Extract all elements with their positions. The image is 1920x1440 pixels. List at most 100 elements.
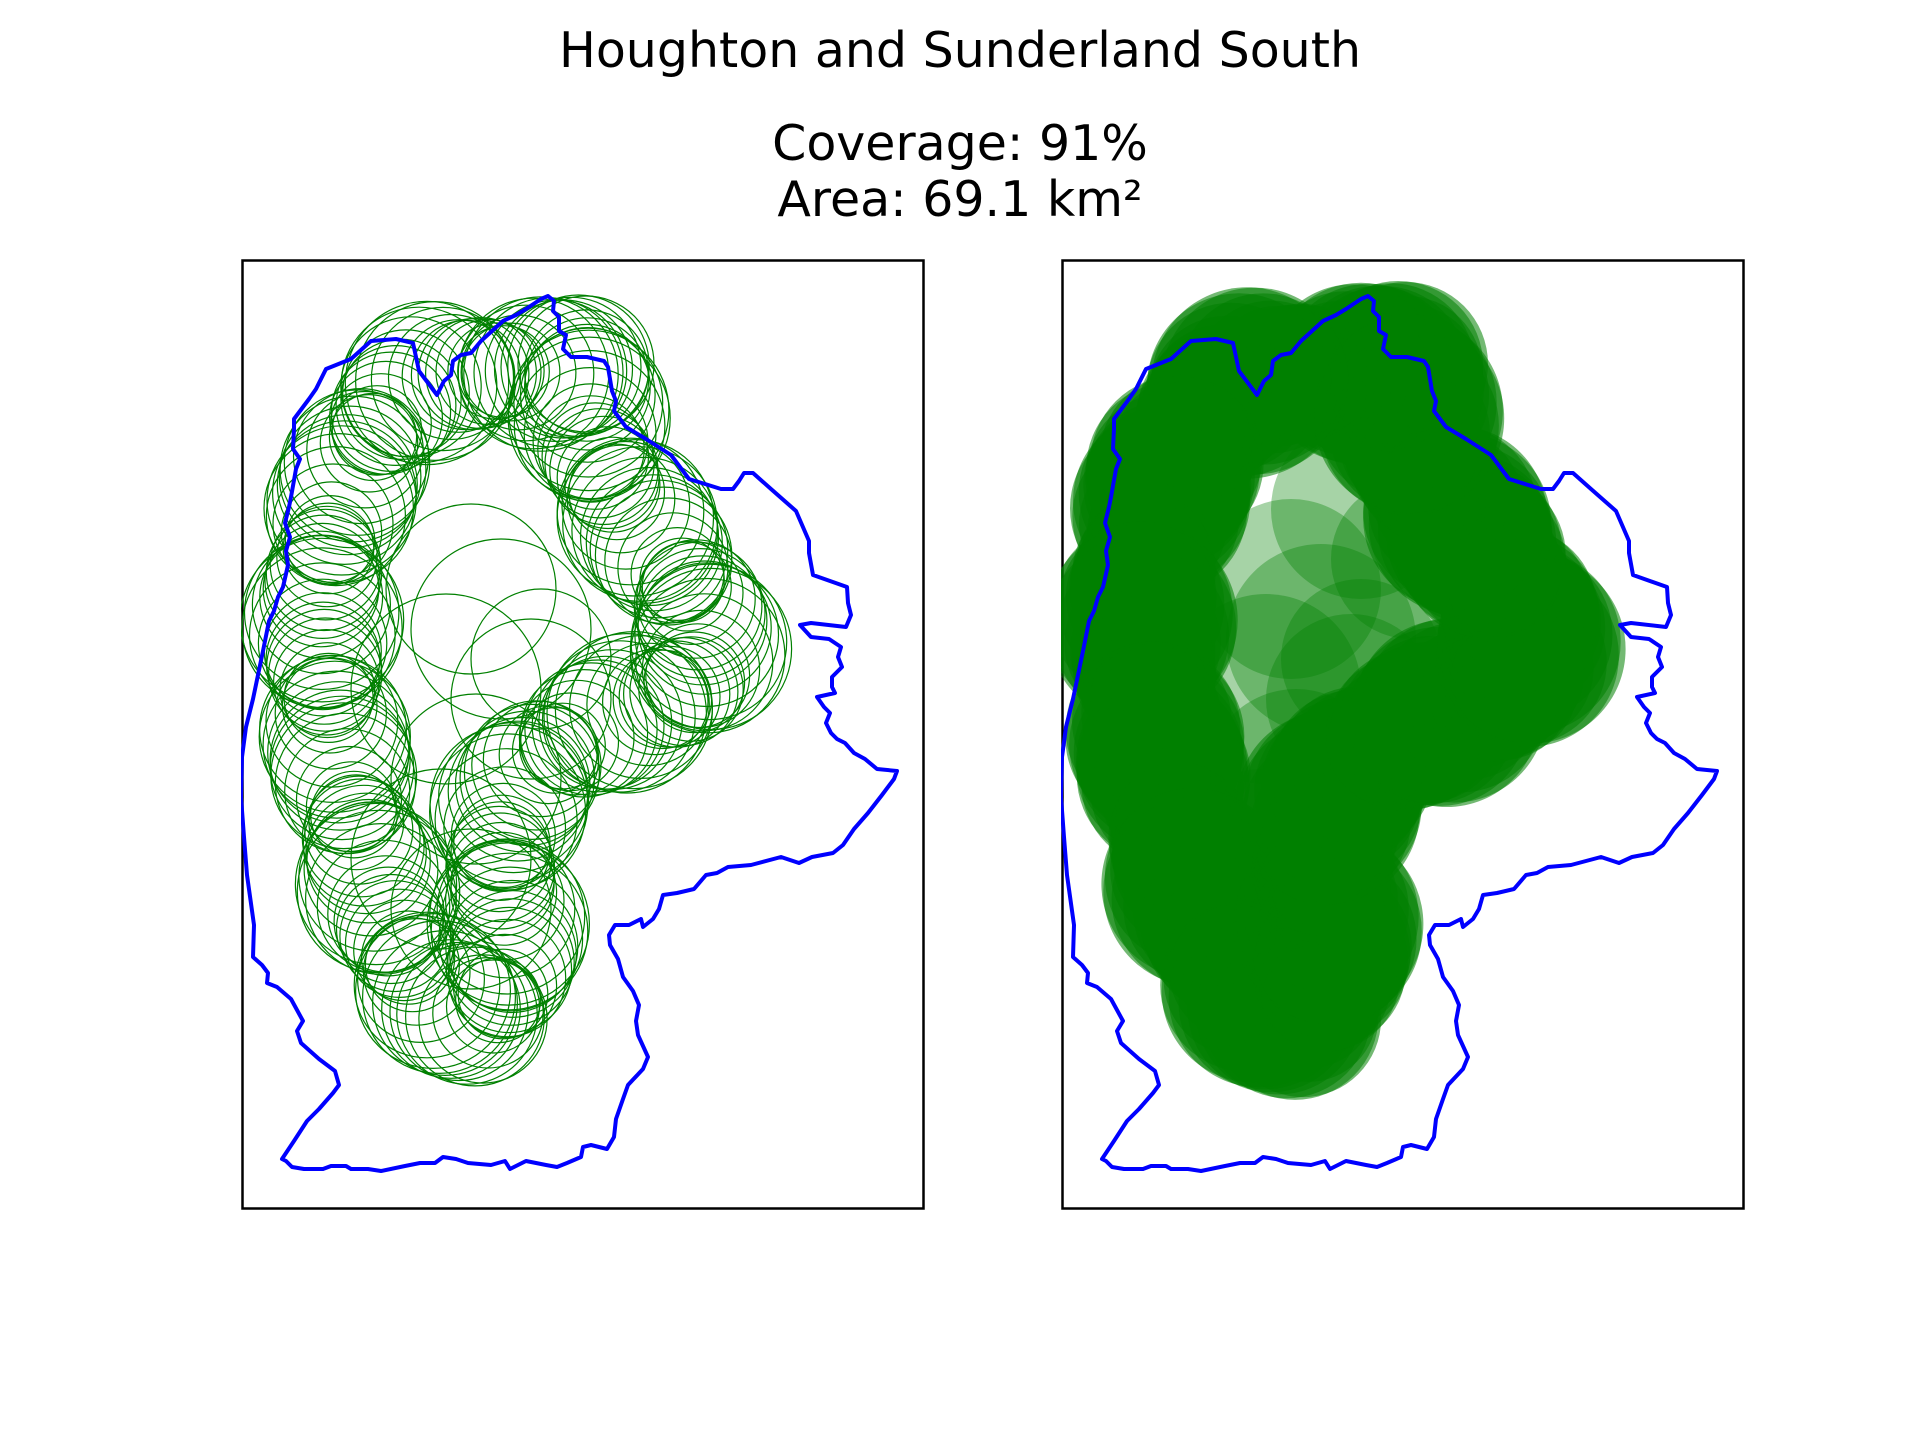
- constituency-boundary: [1061, 294, 1719, 1173]
- coverage-circle: [276, 414, 418, 556]
- coverage-circle: [445, 879, 579, 1014]
- coverage-circle: [306, 798, 431, 924]
- filled-coverage-map-panel: [1061, 259, 1745, 1210]
- coverage-circle: [389, 941, 529, 1082]
- coverage-circle: [340, 316, 482, 458]
- coverage-circle: [641, 609, 761, 729]
- coverage-circle: [594, 486, 733, 625]
- coverage-circle: [385, 503, 557, 675]
- coverage-circle: [641, 541, 732, 632]
- coverage-circle: [639, 540, 744, 645]
- coverage-circle: [518, 679, 635, 796]
- coverage-circle: [302, 784, 425, 907]
- coverage-circle: [507, 336, 671, 500]
- coverage-circle: [356, 914, 486, 1043]
- coverage-circle: [601, 648, 709, 756]
- coverage-circle: [405, 946, 546, 1087]
- coverage-circle: [276, 505, 378, 608]
- coverage-circle: [541, 402, 650, 510]
- coverage-percent-label: Coverage: 91%: [772, 115, 1148, 172]
- coverage-disc: [1201, 499, 1381, 679]
- coverage-circle: [257, 578, 388, 709]
- coverage-circle: [372, 929, 519, 1076]
- coverage-circle: [638, 636, 744, 742]
- coverage-circle: [350, 593, 542, 785]
- coverage-circle: [273, 628, 380, 736]
- coverage-circle: [344, 300, 510, 466]
- coverage-circle: [241, 537, 405, 703]
- coverage-circle: [265, 514, 383, 632]
- coverage-circle: [361, 919, 517, 1074]
- coverage-circle: [457, 948, 549, 1040]
- coverage-circle: [633, 541, 763, 671]
- coverage-circle: [507, 329, 670, 492]
- coverage-circle: [519, 326, 656, 463]
- coverage-circle: [549, 415, 659, 526]
- coverage-circle: [362, 918, 471, 1026]
- coverage-circle: [267, 681, 410, 824]
- coverage-circle: [470, 588, 612, 730]
- coverage-circle: [278, 405, 422, 549]
- coverage-circle: [390, 693, 562, 865]
- coverage-circle: [308, 774, 405, 871]
- coverage-circle: [319, 394, 419, 493]
- coverage-disc: [1330, 295, 1483, 448]
- coverage-circle: [390, 828, 552, 990]
- coverage-circle: [637, 555, 768, 686]
- coverage-circle: [630, 527, 725, 622]
- coverage-circle: [274, 657, 388, 770]
- coverage-circle: [568, 443, 666, 541]
- coverage-circle: [263, 433, 414, 584]
- coverage-circle: [445, 906, 573, 1034]
- coverage-circle: [364, 917, 460, 1013]
- coverage-circle: [284, 728, 411, 855]
- coverage-circle: [541, 649, 683, 791]
- coverage-circle: [443, 766, 567, 889]
- coverage-circle: [270, 702, 418, 850]
- coverage-circle: [266, 425, 417, 576]
- coverage-circle: [248, 562, 396, 710]
- circle-outline-map-panel: [241, 259, 925, 1210]
- coverage-circle: [339, 880, 452, 993]
- figure-title: Houghton and Sunderland South: [558, 22, 1362, 79]
- coverage-circle: [333, 866, 444, 977]
- coverage-circle: [556, 426, 660, 530]
- coverage-circle: [243, 534, 400, 691]
- coverage-circles-outline: [241, 294, 793, 1087]
- coverage-circles-filled: [1061, 281, 1626, 1100]
- coverage-circle: [447, 821, 556, 930]
- coverage-circle: [292, 388, 430, 525]
- coverage-circle: [450, 618, 612, 780]
- coverage-circle: [556, 437, 705, 586]
- coverage-circle: [537, 395, 645, 503]
- coverage-circle: [579, 466, 720, 607]
- coverage-circle: [531, 659, 665, 793]
- coverage-circle: [612, 649, 713, 750]
- coverage-circle: [353, 911, 501, 1059]
- coverage-circle: [482, 700, 600, 818]
- coverage-circle: [571, 456, 719, 604]
- coverage-circle: [328, 392, 418, 482]
- constituency-boundary: [241, 294, 899, 1173]
- coverage-circle: [564, 436, 661, 533]
- coverage-circle: [445, 812, 556, 923]
- coverage-circle: [636, 539, 756, 659]
- coverage-circle: [335, 344, 457, 467]
- coverage-circle: [301, 778, 421, 898]
- coverage-circle: [331, 385, 423, 476]
- coverage-stats: Coverage: 91% Area: 69.1 km²: [0, 116, 1920, 228]
- coverage-circle: [543, 640, 696, 793]
- coverage-circle: [410, 538, 592, 720]
- area-label: Area: 69.1 km²: [777, 171, 1143, 228]
- coverage-circle: [623, 640, 731, 748]
- coverage-circle: [310, 770, 398, 859]
- coverage-circle: [396, 943, 538, 1085]
- map-frame: [241, 259, 925, 1210]
- coverage-circle: [264, 522, 381, 639]
- coverage-circle: [630, 563, 788, 721]
- coverage-circle: [294, 802, 458, 966]
- coverage-circle: [519, 668, 649, 798]
- coverage-circle: [524, 323, 651, 451]
- coverage-circle: [434, 748, 578, 892]
- coverage-circle: [585, 474, 723, 612]
